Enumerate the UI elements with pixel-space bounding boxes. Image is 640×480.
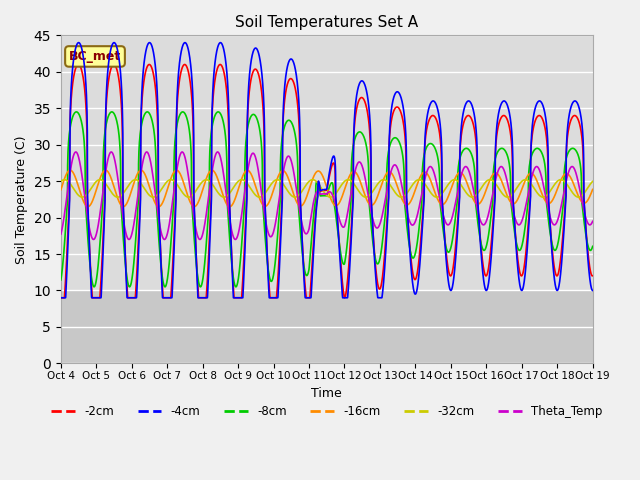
-4cm [521, 271, 529, 277]
-2cm [118, 106, 125, 111]
Line: -8cm: -8cm [61, 112, 593, 287]
-2cm [521, 257, 529, 263]
Y-axis label: Soil Temperature (C): Soil Temperature (C) [15, 135, 28, 264]
-16cm [589, 187, 596, 192]
Line: -32cm: -32cm [61, 180, 593, 197]
Line: Theta_Temp: Theta_Temp [61, 152, 593, 240]
-8cm [214, 109, 222, 115]
-2cm [261, 204, 269, 210]
Text: BC_met: BC_met [69, 50, 121, 63]
Line: -16cm: -16cm [61, 170, 593, 207]
-4cm [57, 295, 65, 300]
Line: -2cm: -2cm [61, 64, 593, 298]
-2cm [216, 61, 224, 67]
Theta_Temp [261, 216, 269, 221]
-16cm [261, 204, 269, 209]
-8cm [589, 243, 596, 249]
-32cm [273, 177, 281, 182]
Title: Soil Temperatures Set A: Soil Temperatures Set A [236, 15, 419, 30]
Legend: -2cm, -4cm, -8cm, -16cm, -32cm, Theta_Temp: -2cm, -4cm, -8cm, -16cm, -32cm, Theta_Te… [47, 401, 607, 423]
Line: -4cm: -4cm [61, 43, 593, 298]
-32cm [118, 192, 125, 198]
-8cm [196, 284, 204, 290]
-16cm [522, 178, 529, 183]
Theta_Temp [150, 177, 157, 182]
Bar [61, 290, 593, 363]
-8cm [522, 223, 529, 229]
Theta_Temp [284, 153, 292, 159]
-32cm [579, 192, 586, 198]
Theta_Temp [108, 149, 115, 155]
-4cm [284, 61, 292, 67]
Theta_Temp [522, 205, 529, 211]
X-axis label: Time: Time [312, 386, 342, 399]
-16cm [57, 187, 65, 192]
-16cm [208, 168, 216, 173]
-4cm [149, 48, 157, 54]
Bar [61, 36, 593, 290]
-8cm [579, 205, 586, 211]
-32cm [57, 179, 65, 184]
Theta_Temp [90, 237, 97, 242]
-8cm [284, 118, 292, 123]
-8cm [57, 277, 65, 283]
-2cm [589, 273, 596, 279]
-16cm [284, 175, 292, 181]
-32cm [284, 189, 292, 194]
Theta_Temp [57, 231, 65, 237]
Theta_Temp [118, 206, 125, 212]
-16cm [190, 204, 198, 210]
-4cm [261, 199, 269, 205]
-8cm [149, 122, 157, 128]
-2cm [149, 70, 157, 75]
-32cm [589, 179, 596, 184]
-16cm [149, 195, 157, 201]
-16cm [118, 203, 125, 209]
-4cm [75, 40, 83, 46]
-32cm [522, 177, 529, 182]
-4cm [118, 89, 125, 95]
Theta_Temp [579, 201, 586, 206]
-2cm [57, 295, 65, 300]
-16cm [579, 200, 586, 205]
-4cm [579, 126, 586, 132]
-8cm [261, 234, 269, 240]
Theta_Temp [589, 218, 596, 224]
-2cm [579, 139, 586, 145]
-4cm [589, 288, 596, 293]
-32cm [261, 191, 269, 196]
-8cm [118, 210, 125, 216]
-32cm [291, 194, 299, 200]
-2cm [284, 79, 292, 85]
-32cm [149, 194, 157, 200]
